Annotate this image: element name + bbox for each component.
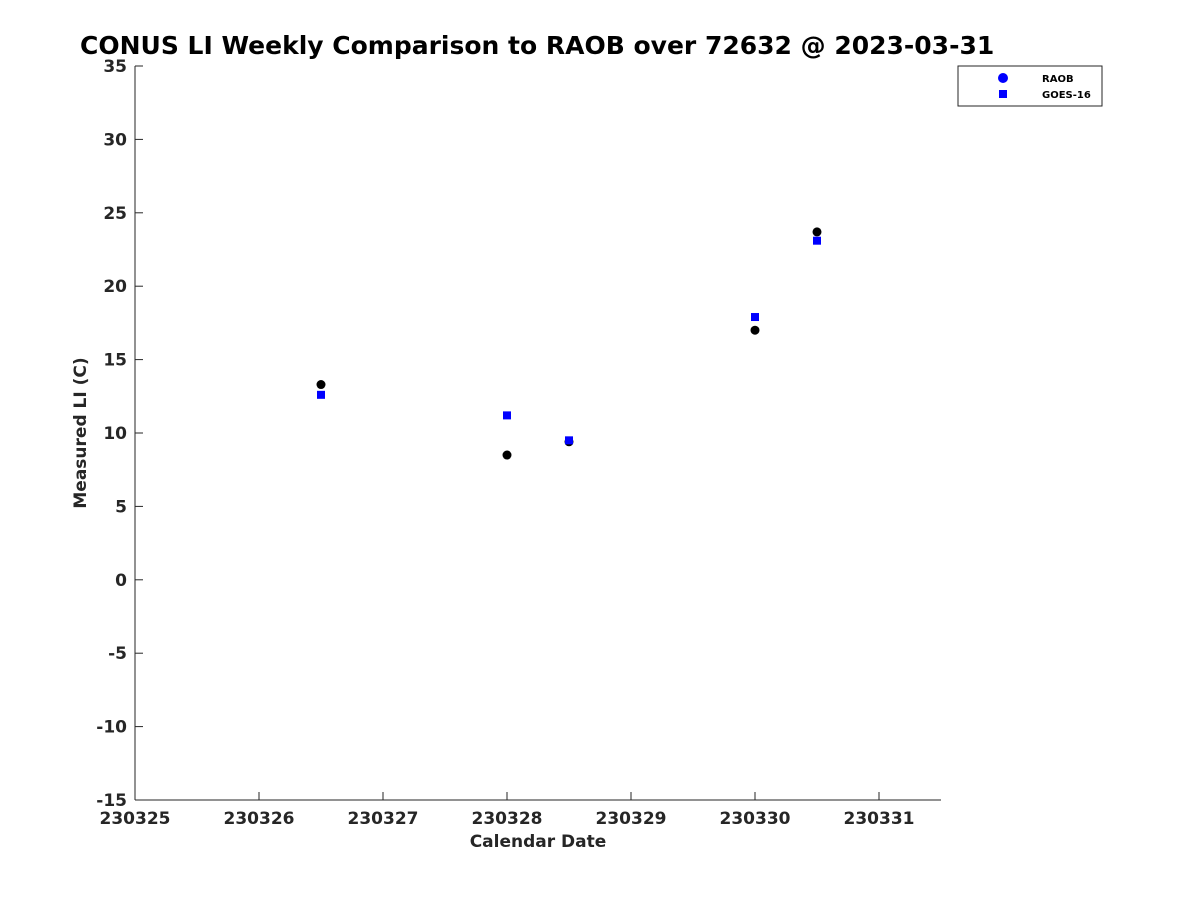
y-tick-label: 30 <box>103 130 127 150</box>
y-tick-label: 0 <box>115 571 127 591</box>
y-tick-label: -15 <box>96 791 127 811</box>
x-tick-label: 230329 <box>596 809 667 829</box>
legend-goes-label: GOES-16 <box>1042 90 1091 101</box>
x-tick-label: 230328 <box>472 809 543 829</box>
y-tick-label: -10 <box>96 718 127 738</box>
legend-goes-marker <box>999 90 1007 98</box>
goes-16-point <box>503 411 511 420</box>
data-markers <box>316 227 822 460</box>
y-axis-label: Measured LI (C) <box>71 357 91 508</box>
x-ticks: 230325 230326 230327 230328 230329 230330 2303… <box>100 792 915 829</box>
legend-box <box>957 65 1103 107</box>
y-tick-label: 35 <box>103 57 127 77</box>
x-tick-label: 230326 <box>224 809 295 829</box>
legend-raob-label: RAOB <box>1042 74 1074 85</box>
goes-16-point <box>813 236 821 245</box>
raob-point <box>502 450 512 460</box>
x-tick-label: 230330 <box>720 809 791 829</box>
y-tick-label: 20 <box>103 277 127 297</box>
y-ticks: -15 -10 -5 0 5 10 15 20 25 30 35 <box>96 57 143 811</box>
legend-raob-marker <box>998 73 1008 83</box>
x-axis-label: Calendar Date <box>470 832 607 852</box>
x-tick-label: 230327 <box>348 809 419 829</box>
y-tick-label: -5 <box>108 644 127 664</box>
legend: RAOB GOES-16 <box>957 65 1103 107</box>
raob-point <box>812 227 822 237</box>
goes-16-point <box>751 313 759 322</box>
raob-point <box>750 325 760 335</box>
y-tick-label: 15 <box>103 351 127 371</box>
y-tick-label: 10 <box>103 424 127 444</box>
x-tick-label: 230325 <box>100 809 171 829</box>
goes-16-point <box>565 436 573 445</box>
y-tick-label: 25 <box>103 204 127 224</box>
axes-background <box>135 66 941 800</box>
y-tick-label: 5 <box>115 497 127 517</box>
goes-16-point <box>317 390 325 399</box>
chart-title: CONUS LI Weekly Comparison to RAOB over … <box>80 31 994 60</box>
raob-point <box>316 380 326 390</box>
x-tick-label: 230331 <box>844 809 915 829</box>
